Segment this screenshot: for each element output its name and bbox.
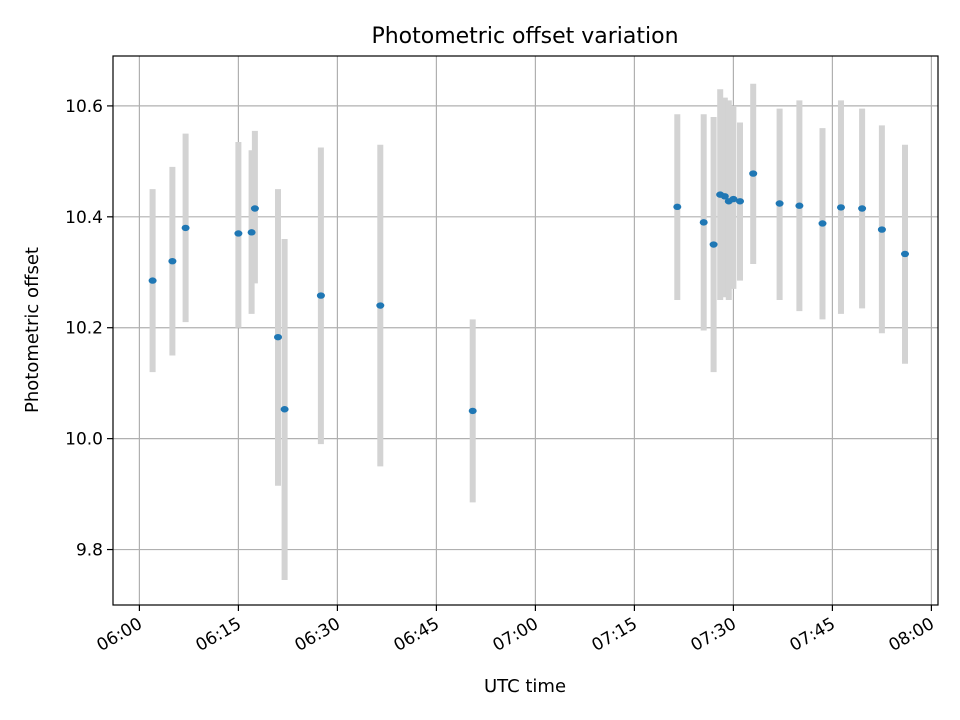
data-point <box>247 229 256 236</box>
data-point <box>316 292 325 299</box>
data-point <box>736 198 744 205</box>
x-tick-label: 07:00 <box>489 614 541 656</box>
data-point <box>720 193 729 200</box>
data-point <box>818 220 827 227</box>
chart-title: Photometric offset variation <box>371 24 678 49</box>
y-tick-label: 10.2 <box>65 319 103 339</box>
data-point <box>729 195 738 203</box>
x-tick-label: 06:00 <box>93 614 145 656</box>
data-point <box>699 219 708 226</box>
data-point <box>858 205 867 212</box>
grid-layer <box>113 56 938 605</box>
x-tick-label: 07:45 <box>786 614 838 656</box>
data-point <box>836 204 845 211</box>
x-tick-label: 06:45 <box>390 614 442 656</box>
data-points <box>148 170 909 415</box>
x-tick-label: 07:15 <box>588 614 640 656</box>
x-tick-label: 08:00 <box>885 614 937 656</box>
data-point <box>280 406 289 413</box>
data-point <box>468 407 477 415</box>
data-point <box>376 302 385 309</box>
data-point <box>148 277 157 284</box>
x-tick-label: 07:30 <box>687 614 739 656</box>
y-tick-label: 9.8 <box>76 541 103 561</box>
data-point <box>250 205 259 212</box>
data-point <box>181 224 190 232</box>
data-point <box>795 202 804 209</box>
x-tick-label: 06:15 <box>192 614 244 656</box>
y-tick-label: 10.0 <box>65 430 103 450</box>
data-point <box>901 250 909 258</box>
x-axis-label: UTC time <box>484 676 566 697</box>
data-point <box>168 257 177 265</box>
axis-ticks: 06:00 06:15 06:30 06:45 07:00 07:15 07:30 07:45… <box>65 97 938 656</box>
data-point <box>234 230 243 237</box>
plot-frame <box>112 55 939 606</box>
data-point <box>775 200 784 207</box>
x-tick-label: 06:30 <box>291 614 343 656</box>
data-point <box>673 203 682 211</box>
data-point <box>274 333 282 341</box>
data-point <box>709 241 718 248</box>
error-bars <box>149 83 908 581</box>
y-tick-label: 10.6 <box>65 97 103 117</box>
y-tick-label: 10.4 <box>65 208 103 228</box>
y-axis-label: Photometric offset <box>22 247 43 413</box>
data-point <box>877 226 886 233</box>
data-point <box>749 170 758 177</box>
